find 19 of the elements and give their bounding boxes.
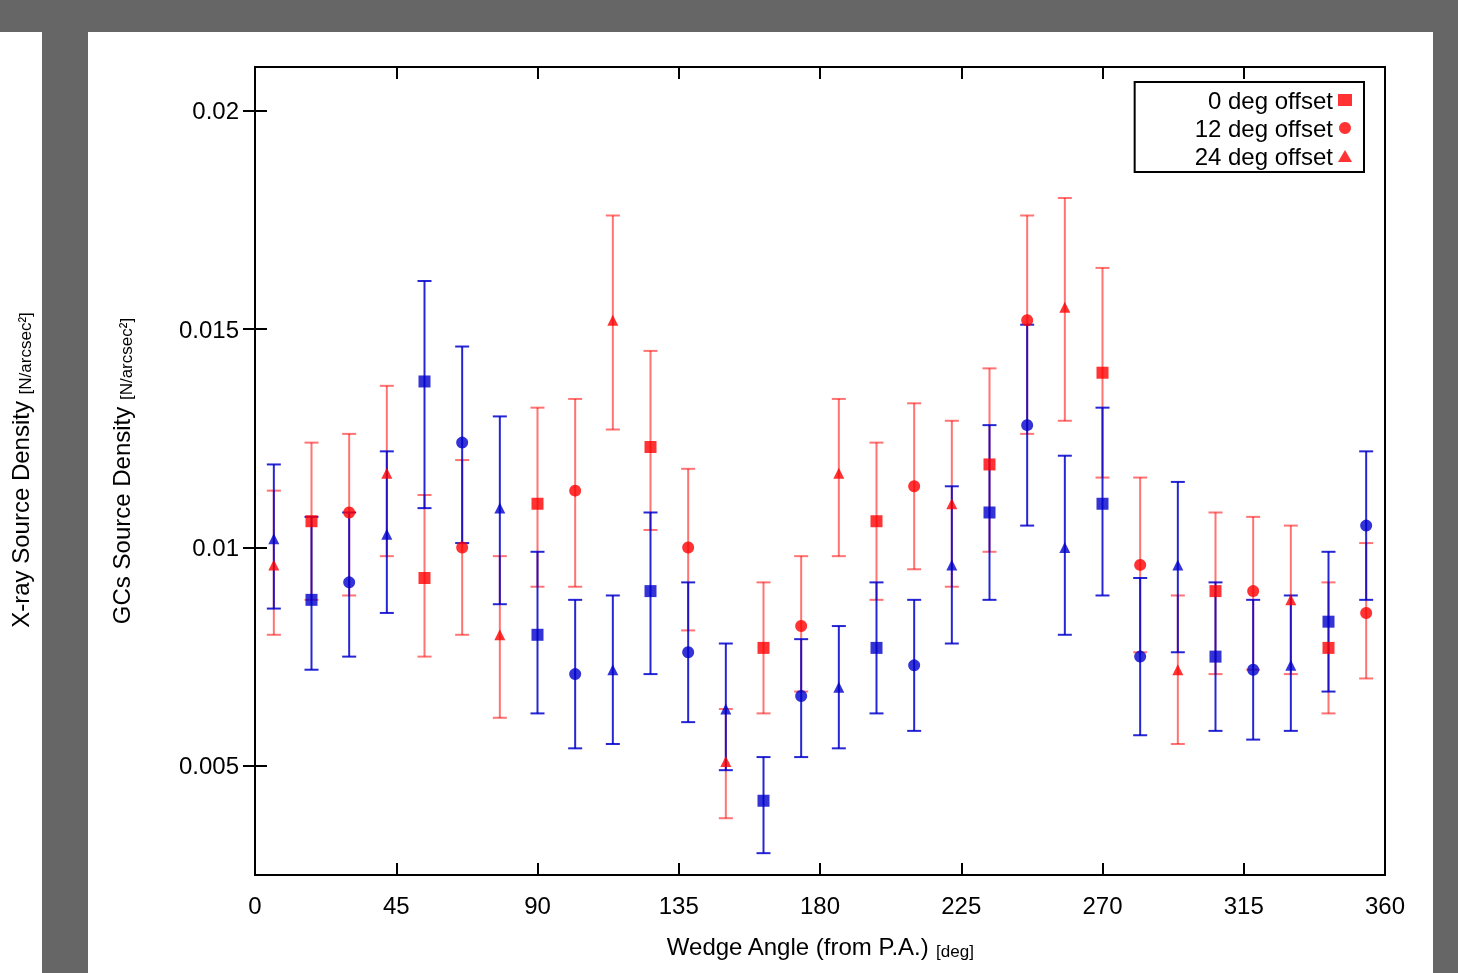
x-tick-label: 0 <box>248 891 262 919</box>
x-tick-label: 270 <box>1082 891 1123 919</box>
x-tick-label: 45 <box>382 891 410 919</box>
y-tick-label: 0.015 <box>178 315 239 343</box>
y-tick-label: 0.005 <box>178 752 239 780</box>
y-tick-label: 0.02 <box>192 97 239 125</box>
y-tick-label: 0.01 <box>192 533 239 561</box>
x-tick-label: 90 <box>524 891 551 919</box>
x-tick-label: 135 <box>658 891 699 919</box>
y-axis-title: GCs Source Density [N/arcsec²] <box>108 317 136 625</box>
x-tick-label: 180 <box>799 891 841 919</box>
legend-label: 12 deg offset <box>1194 114 1334 142</box>
x-tick-label: 315 <box>1223 891 1264 919</box>
legend-label: 0 deg offset <box>1208 86 1334 114</box>
x-tick-label: 360 <box>1364 891 1406 919</box>
text: X-ray Source Density [N/arcsec²] <box>6 312 35 628</box>
legend-label: 24 deg offset <box>1194 142 1334 170</box>
x-axis-title: Wedge Angle (from P.A.) [deg] <box>666 933 974 961</box>
x-tick-label: 225 <box>941 891 982 919</box>
